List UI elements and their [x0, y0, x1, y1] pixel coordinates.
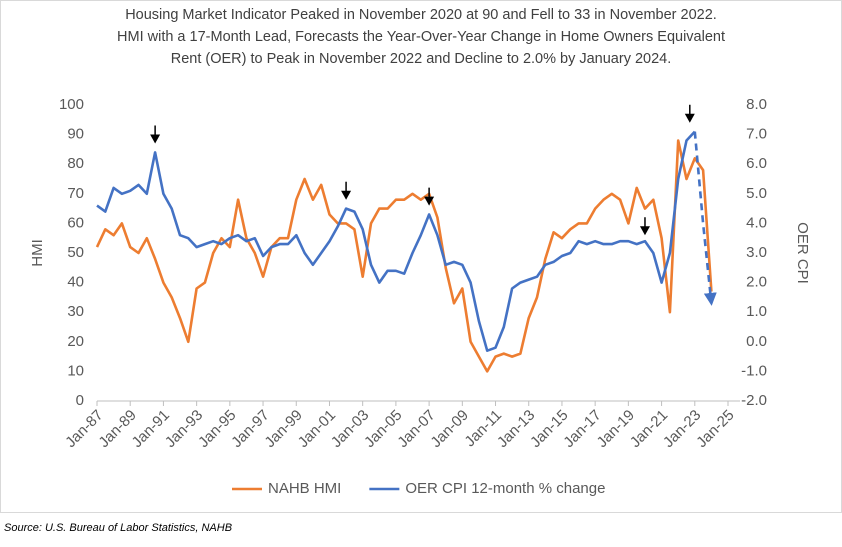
- y2-tick-label: 3.0: [746, 244, 767, 261]
- y2-tick-label: 6.0: [746, 155, 767, 172]
- y2-tick-label: 7.0: [746, 126, 767, 143]
- y-tick-label: 0: [76, 392, 84, 409]
- chart-title: Rent (OER) to Peak in November 2022 and …: [171, 51, 672, 67]
- series-line: [95, 139, 713, 373]
- y2-axis-title: OER CPI: [794, 222, 811, 284]
- y2-tick-label: 1.0: [746, 303, 767, 320]
- y-axis-title: HMI: [29, 239, 46, 267]
- annotation-arrowhead: [684, 113, 695, 123]
- chart-title: Housing Market Indicator Peaked in Novem…: [125, 7, 717, 23]
- y-tick-label: 30: [67, 303, 84, 320]
- y-tick-label: 10: [67, 362, 84, 379]
- chart-border: [0, 0, 842, 513]
- annotation-arrowhead: [341, 190, 352, 200]
- y2-tick-label: 2.0: [746, 274, 767, 291]
- source-note: Source: U.S. Bureau of Labor Statistics,…: [4, 522, 232, 534]
- y2-tick-label: 8.0: [746, 96, 767, 113]
- series-line: [96, 130, 696, 352]
- y-tick-label: 90: [67, 126, 84, 143]
- legend-label: OER CPI 12-month % change: [405, 480, 605, 497]
- y-tick-label: 80: [67, 155, 84, 172]
- y-tick-label: 100: [59, 96, 84, 113]
- y2-tick-label: 4.0: [746, 214, 767, 231]
- y-tick-label: 50: [67, 244, 84, 261]
- chart-title: HMI with a 17-Month Lead, Forecasts the …: [117, 29, 725, 45]
- annotation-arrowhead: [150, 134, 161, 144]
- legend-label: NAHB HMI: [268, 480, 341, 497]
- forecast-line: [693, 131, 717, 306]
- y2-tick-label: 0.0: [746, 333, 767, 350]
- y2-tick-label: -2.0: [741, 392, 767, 409]
- y2-tick-label: 5.0: [746, 185, 767, 202]
- y-tick-label: 70: [67, 185, 84, 202]
- annotation-arrowhead: [639, 226, 650, 236]
- y-tick-label: 20: [67, 333, 84, 350]
- annotation-arrowhead: [424, 196, 435, 206]
- y-tick-label: 40: [67, 274, 84, 291]
- y2-tick-label: -1.0: [741, 362, 767, 379]
- y-tick-label: 60: [67, 214, 84, 231]
